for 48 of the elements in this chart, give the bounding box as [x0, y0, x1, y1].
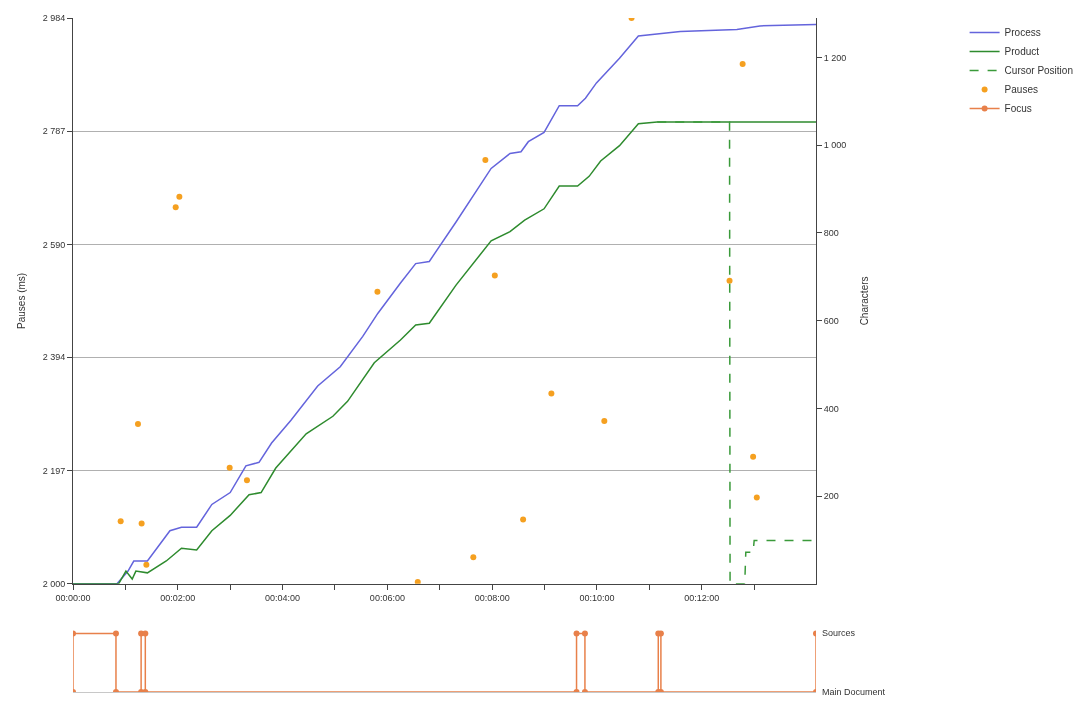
- x-tick-label: 00:04:00: [265, 592, 301, 603]
- point: [548, 390, 555, 397]
- point: [243, 477, 250, 484]
- point: [176, 193, 183, 200]
- x-tick-label: 00:00:00: [55, 592, 91, 603]
- x-tick-label: 00:10:00: [579, 592, 615, 603]
- y2-tick-label: 1 000: [823, 140, 847, 151]
- y-axis-title: Pauses (ms): [15, 272, 27, 329]
- point: [374, 288, 381, 295]
- point: [143, 561, 150, 568]
- y-tick-label: 2 197: [42, 465, 66, 476]
- point: [726, 277, 733, 284]
- y-tick-label: 2 000: [42, 578, 66, 589]
- point: [226, 464, 233, 471]
- x-tick-label: 00:02:00: [160, 592, 196, 603]
- y-tick-label: 2 590: [42, 239, 66, 250]
- legend-label: Product: [1004, 46, 1040, 58]
- y2-tick-label: 1 200: [823, 52, 847, 63]
- point: [470, 554, 477, 561]
- legend-label: Cursor Position: [1004, 65, 1073, 77]
- legend-label: Process: [1004, 27, 1041, 39]
- point: [753, 494, 760, 501]
- y2-tick-label: 800: [823, 228, 839, 239]
- x-tick-label: 00:12:00: [684, 592, 720, 603]
- point: [520, 516, 527, 523]
- point: [739, 61, 746, 67]
- y-tick-label: 2 394: [42, 352, 66, 363]
- y2-tick-label: 400: [823, 403, 839, 414]
- point: [117, 518, 124, 525]
- point: [601, 418, 608, 425]
- y-tick-label: 2 984: [42, 13, 66, 24]
- y2-axis-title: Characters: [858, 276, 870, 326]
- point: [491, 272, 498, 279]
- y2-tick-label: 200: [823, 491, 839, 502]
- text: Main Document: [822, 687, 886, 697]
- y2-tick-label: 600: [823, 315, 839, 326]
- legend-label: Focus: [1004, 103, 1032, 115]
- text: Sources: [822, 628, 856, 638]
- point: [134, 420, 141, 427]
- point: [414, 579, 421, 584]
- x-tick-label: 00:08:00: [474, 592, 510, 603]
- legend-label: Pauses: [1004, 84, 1038, 96]
- point: [138, 520, 145, 527]
- point: [172, 204, 179, 211]
- point: [750, 453, 757, 460]
- x-tick-label: 00:06:00: [369, 592, 405, 603]
- point: [482, 157, 489, 164]
- y-tick-label: 2 787: [42, 126, 66, 137]
